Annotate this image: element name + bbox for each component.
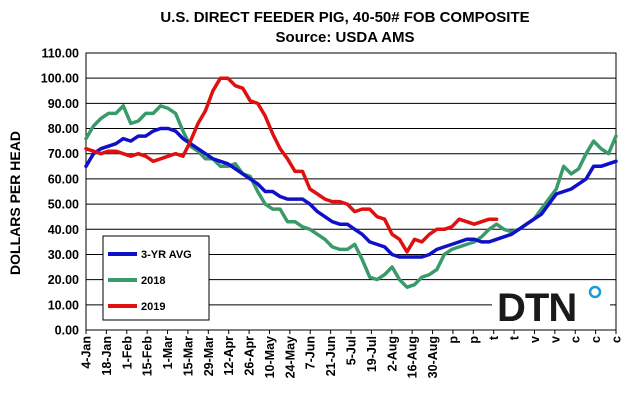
x-tick-label: c (569, 336, 583, 343)
y-tick-label: 70.00 (48, 147, 79, 161)
x-tick-label: 15-Mar (181, 336, 195, 376)
y-tick-label: 110.00 (41, 47, 79, 61)
x-tick-label: 21-Jun (324, 336, 338, 376)
x-tick-label: c (589, 336, 603, 343)
x-tick-label: 19-Jul (365, 336, 379, 372)
y-axis-ticks: 0.00 10.00 20.00 30.00 40.00 50.00 60.00 70.00 8… (41, 47, 79, 338)
chart-title: U.S. DIRECT FEEDER PIG, 40-50# FOB COMPO… (160, 9, 529, 26)
x-tick-label: c (610, 336, 624, 343)
plot-area-border (85, 52, 617, 331)
x-tick-label: 4-Jan (80, 336, 94, 369)
x-tick-label: 15-Feb (141, 336, 155, 377)
y-tick-label: 0.00 (55, 324, 79, 338)
x-tick-label: 29-Mar (202, 336, 216, 376)
x-tick-label: 24-May (283, 336, 297, 378)
dtn-logo: DTN (492, 281, 610, 330)
y-tick-label: 80.00 (48, 122, 79, 136)
x-tick-label: v (528, 336, 542, 343)
x-tick-label: 2-Aug (385, 336, 399, 371)
x-tick-label: 5-Jul (345, 336, 359, 365)
x-tick-label: 1-Feb (120, 336, 134, 370)
series-line-3-yr-avg (84, 126, 618, 259)
x-tick-label: 26-Apr (243, 336, 257, 376)
logo-dot-icon (588, 285, 602, 299)
y-axis-label: DOLLARS PER HEAD (7, 131, 23, 275)
x-tick-label: p (467, 336, 481, 344)
x-tick-label: 7-Jun (304, 336, 318, 369)
y-tick-label: 20.00 (48, 273, 79, 287)
y-tick-label: 30.00 (48, 248, 79, 262)
y-tick-label: 10.00 (48, 298, 79, 312)
series-line-2019 (84, 76, 499, 254)
legend: 3-YR AVG 2018 2019 (102, 235, 210, 321)
legend-label-3yr-avg: 3-YR AVG (141, 249, 192, 261)
x-tick-label: t (487, 335, 501, 340)
series-lines (84, 76, 618, 289)
x-tick-label: p (446, 336, 460, 344)
x-tick-label: 18-Jan (100, 336, 114, 376)
x-tick-label: t (508, 335, 522, 340)
x-axis-ticks: 4-Jan 18-Jan 1-Feb 15-Feb 1-Mar 15-Mar 29-Mar 1… (80, 330, 624, 378)
y-tick-label: 90.00 (48, 97, 79, 111)
x-tick-label: 1-Mar (161, 336, 175, 369)
y-tick-label: 60.00 (48, 172, 79, 186)
x-tick-label: 30-Aug (426, 336, 440, 378)
x-tick-label: v (548, 336, 562, 343)
x-tick-label: 16-Aug (406, 336, 420, 378)
x-tick-label: 12-Apr (222, 336, 236, 376)
y-tick-label: 50.00 (48, 198, 79, 212)
logo-text: DTN (497, 286, 576, 330)
y-tick-label: 40.00 (48, 223, 79, 237)
legend-label-2019: 2019 (141, 301, 165, 313)
x-tick-label: 10-May (263, 336, 277, 378)
legend-label-2018: 2018 (141, 275, 165, 287)
y-tick-label: 100.00 (41, 72, 79, 86)
chart-subtitle: Source: USDA AMS (276, 29, 415, 46)
